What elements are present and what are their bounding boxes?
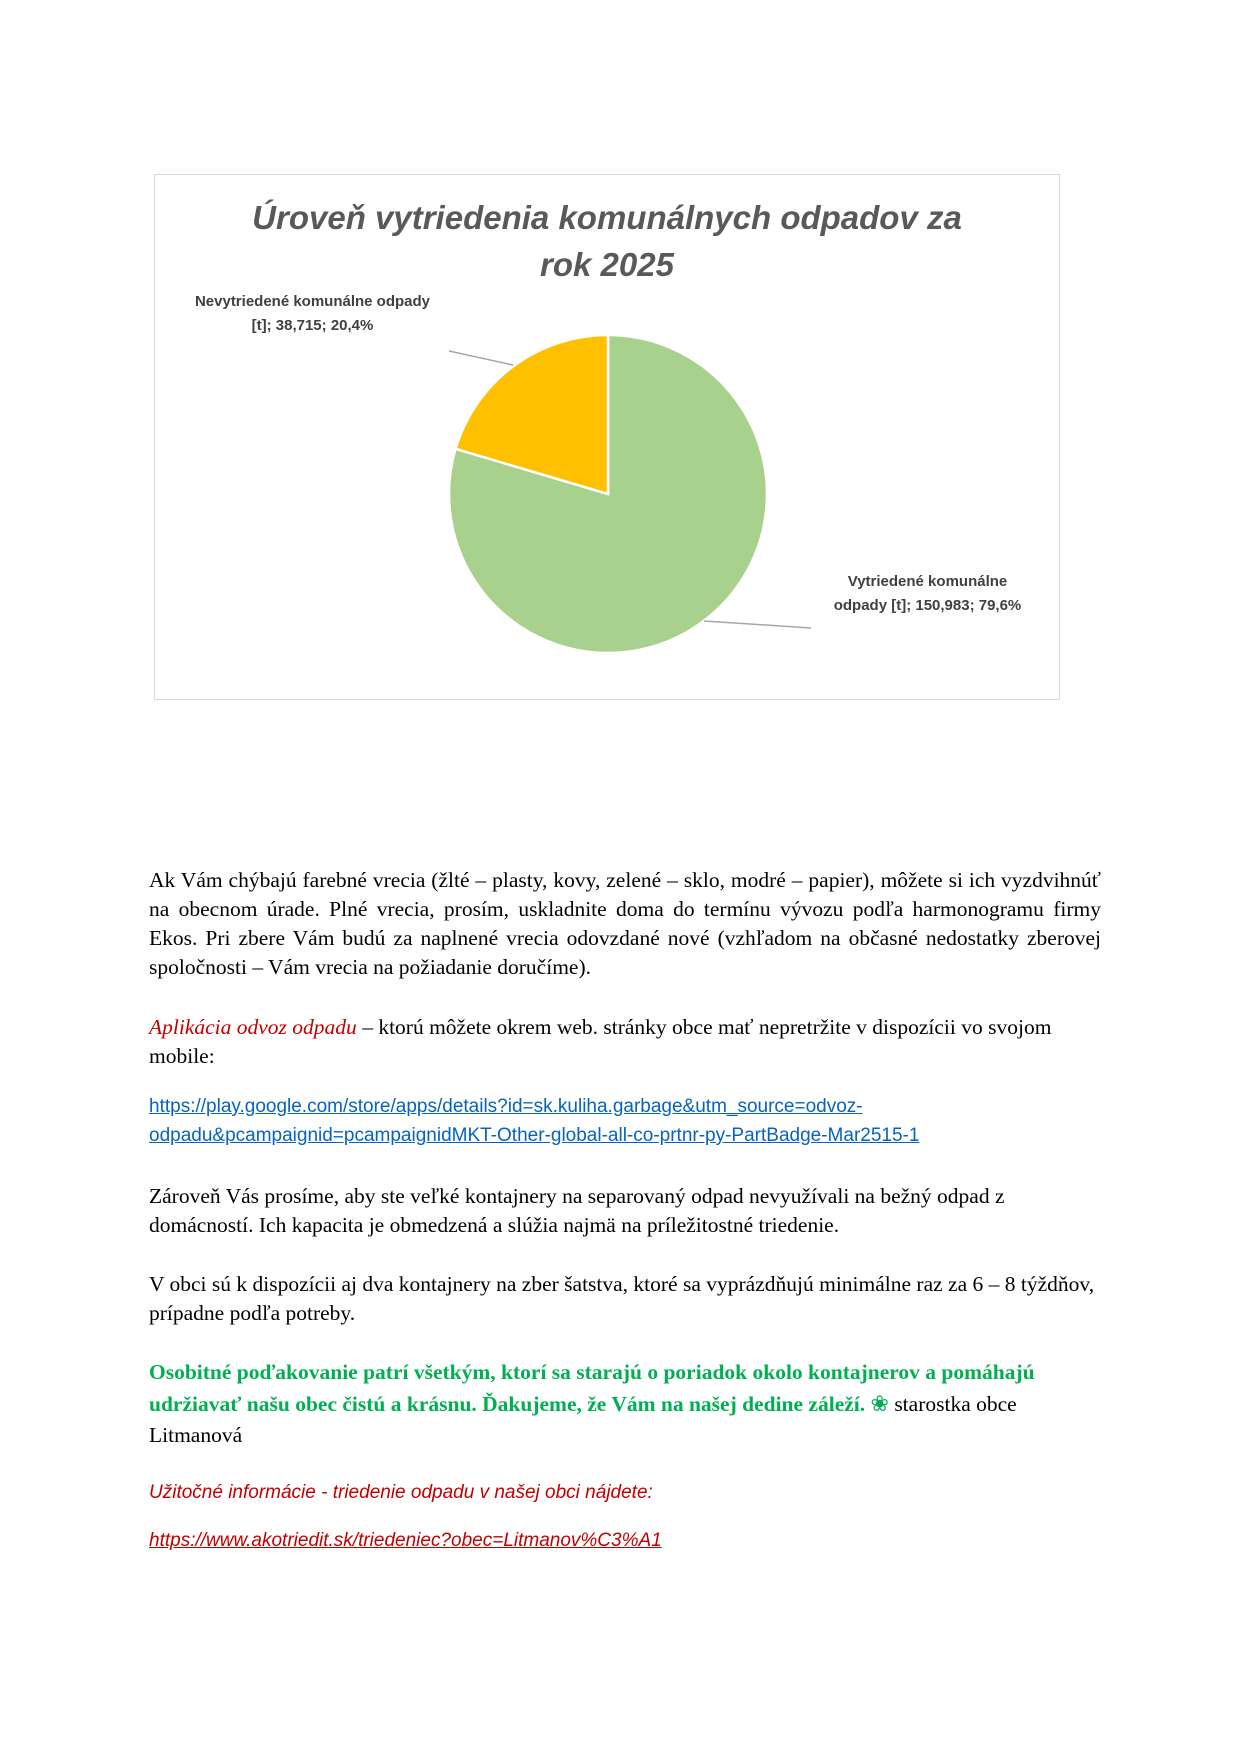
label-line: odpady [t]; 150,983; 79,6% — [833, 597, 1022, 614]
leader-line-unsorted — [448, 350, 514, 366]
leaf-icon: ❀ — [870, 1391, 889, 1416]
thanks-text: Osobitné poďakovanie patrí všetkým, ktor… — [149, 1360, 1035, 1416]
info-label: Užitočné informácie - triedenie odpadu v… — [149, 1482, 653, 1503]
containers-paragraph: Zároveň Vás prosíme, aby ste veľké konta… — [149, 1184, 1005, 1237]
info-link[interactable]: https://www.akotriedit.sk/triedeniec?obe… — [149, 1530, 662, 1551]
app-link[interactable]: https://play.google.com/store/apps/detai… — [149, 1092, 1101, 1150]
chart-title: Úroveň vytriedenia komunálnych odpadov z… — [154, 194, 1060, 288]
app-paragraph: Aplikácia odvoz odpadu – ktorú môžete ok… — [149, 1013, 1101, 1071]
bags-paragraph: Ak Vám chýbajú farebné vrecia (žlté – pl… — [149, 868, 1101, 979]
label-line: [t]; 38,715; 20,4% — [251, 317, 374, 334]
pie-slice-1 — [454, 333, 610, 496]
leader-line-sorted — [703, 620, 812, 629]
label-line: Nevytriedené komunálne odpady — [194, 293, 431, 310]
clothes-paragraph: V obci sú k dispozícii aj dva kontajnery… — [149, 1272, 1095, 1325]
app-link-line[interactable]: https://play.google.com/store/apps/detai… — [149, 1096, 863, 1117]
chart-title-line: rok 2025 — [540, 246, 674, 283]
app-text: – ktorú môžete okrem web. stránky obce m… — [149, 1015, 1052, 1068]
thanks-paragraph: Osobitné poďakovanie patrí všetkým, ktor… — [149, 1357, 1101, 1451]
signature: starostka obce Litmanová — [149, 1392, 1017, 1447]
app-title: Aplikácia odvoz odpadu — [149, 1015, 357, 1039]
pie-chart — [447, 333, 812, 655]
data-label-sorted: Vytriedené komunálne odpady [t]; 150,983… — [810, 570, 1045, 618]
chart-frame — [154, 174, 1060, 700]
data-label-unsorted: Nevytriedené komunálne odpady [t]; 38,71… — [170, 290, 455, 338]
app-link-line[interactable]: odpadu&pcampaignid=pcampaignidMKT-Other-… — [149, 1125, 920, 1146]
label-line: Vytriedené komunálne — [847, 573, 1008, 590]
chart-title-line: Úroveň vytriedenia komunálnych odpadov z… — [252, 199, 962, 236]
